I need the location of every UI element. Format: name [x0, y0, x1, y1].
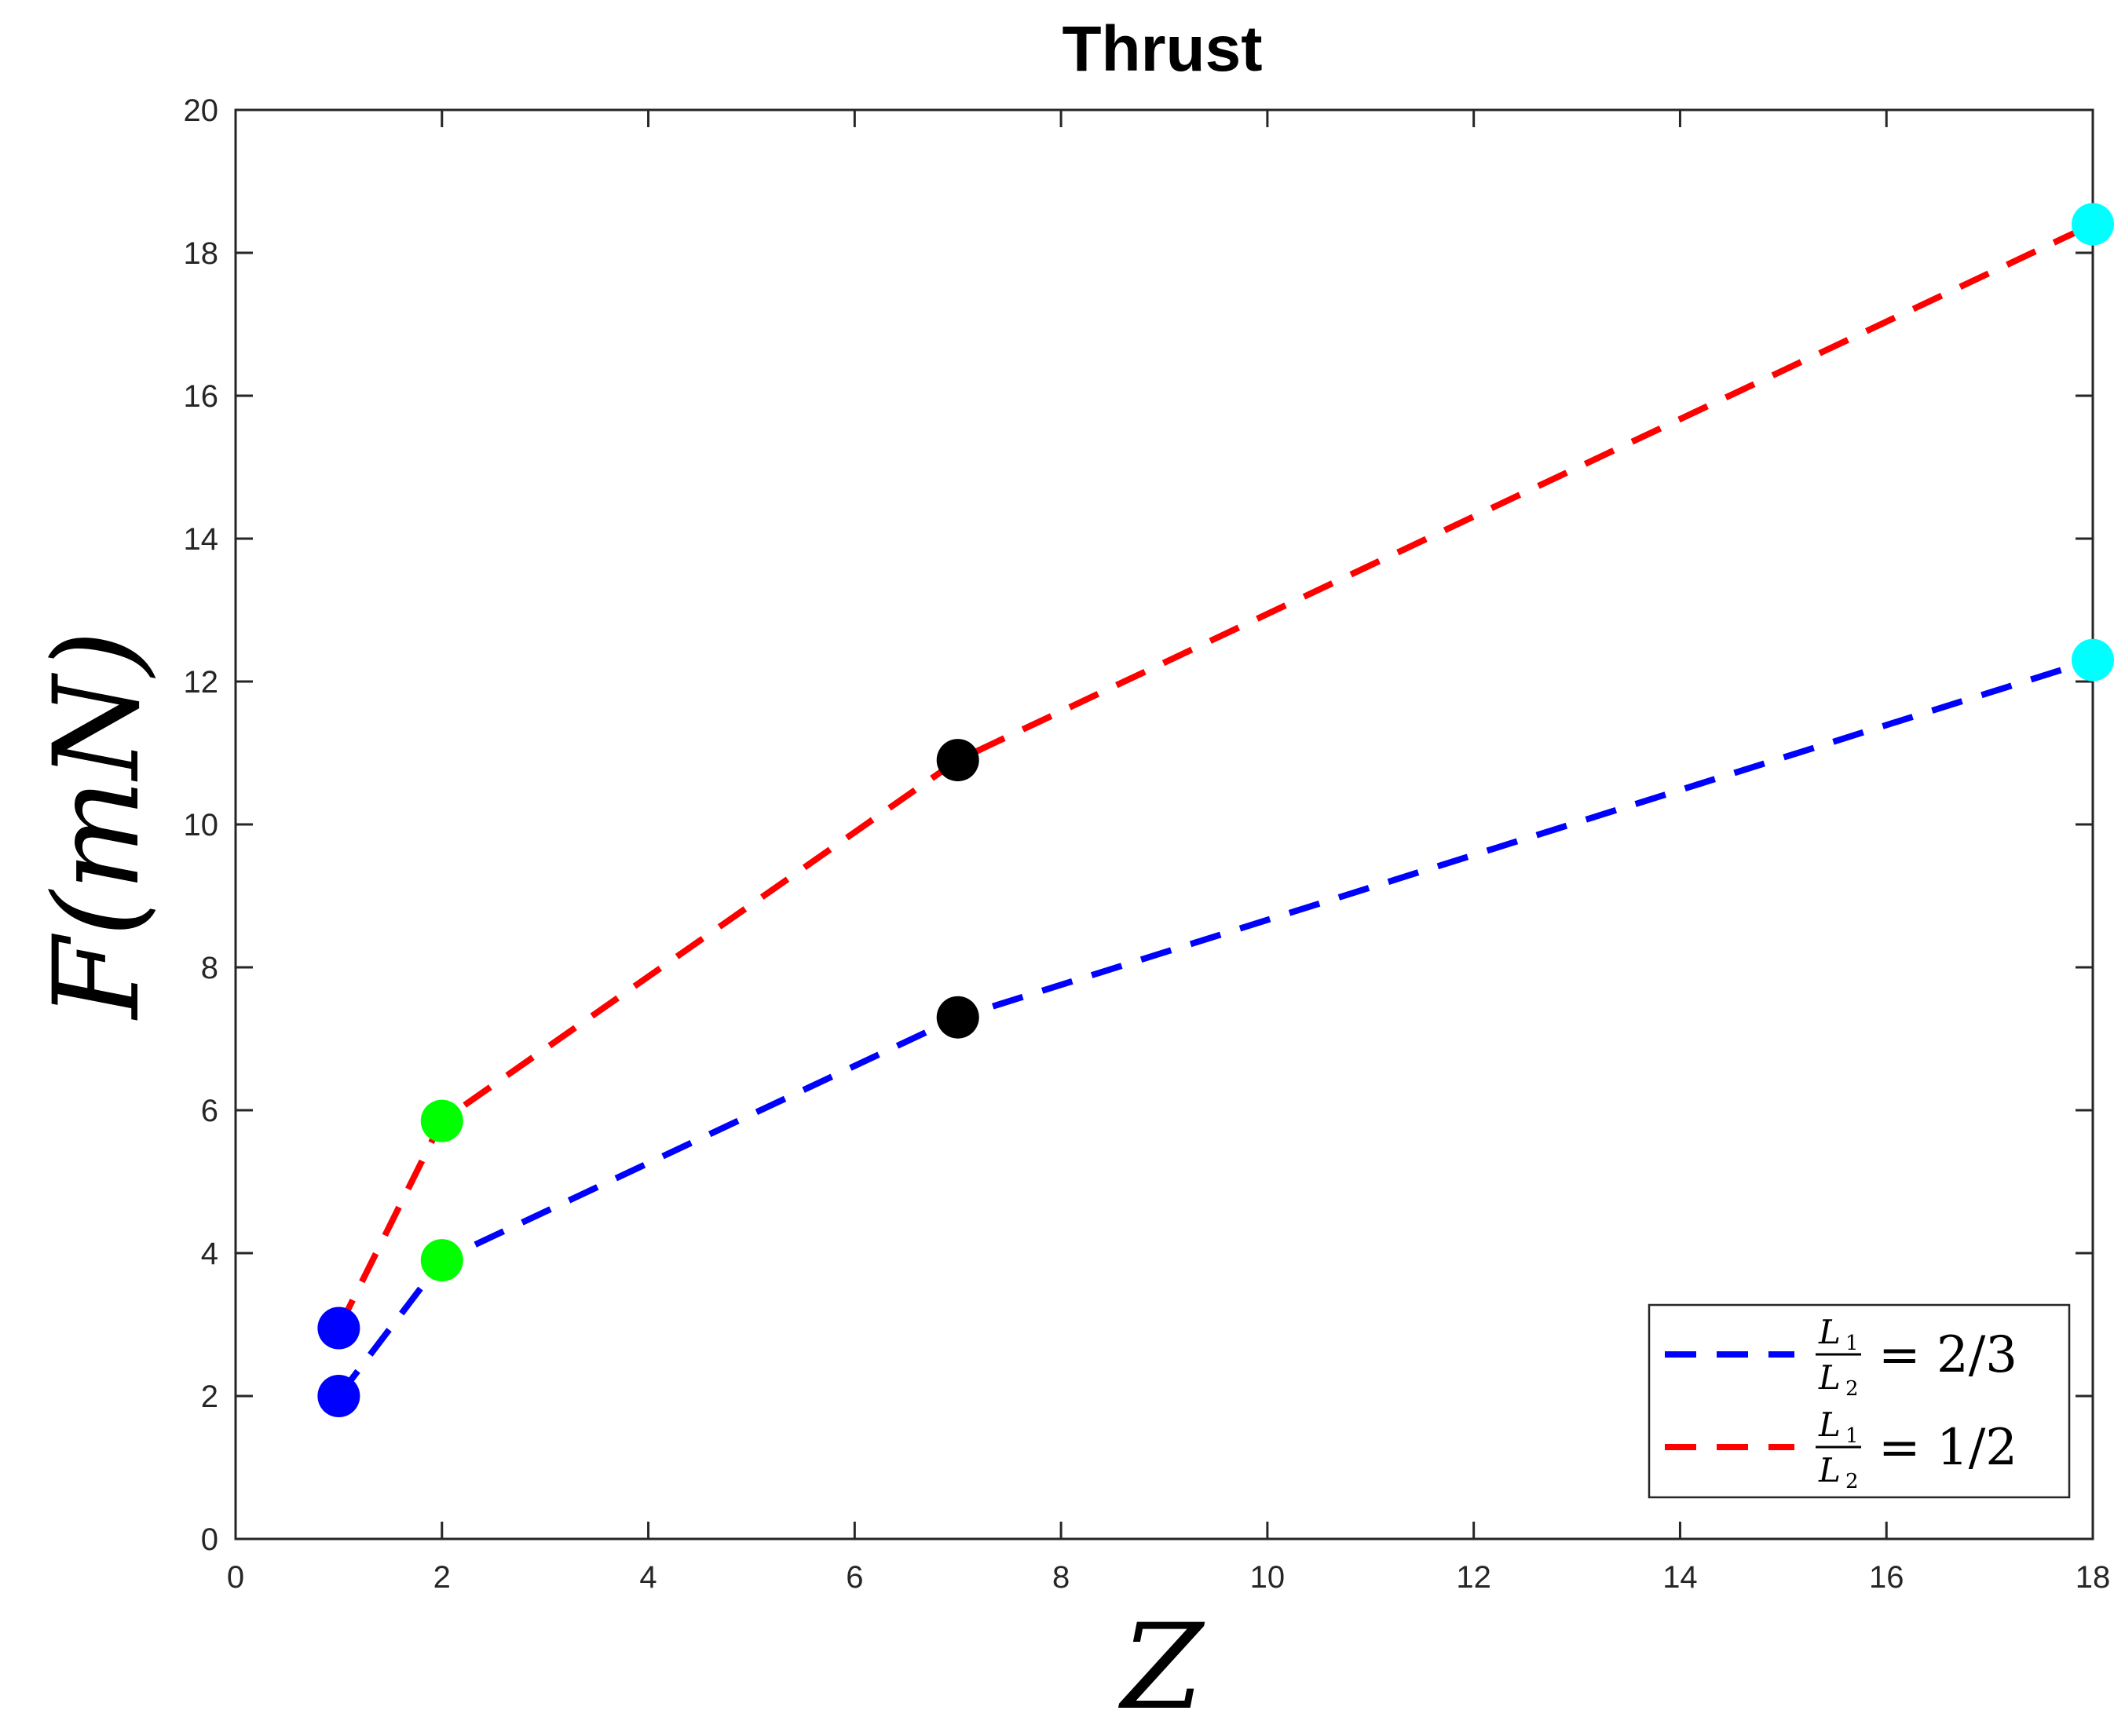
chart-title: Thrust — [1062, 13, 1262, 85]
y-tick-label: 8 — [201, 951, 218, 985]
y-tick-label: 2 — [201, 1380, 218, 1414]
series-line-2 — [335, 221, 2094, 1330]
x-tick-label: 16 — [1869, 1560, 1904, 1595]
data-point-series-2 — [2072, 203, 2114, 246]
legend-fraction-numerator-subscript: 1 — [1845, 1332, 1859, 1355]
y-tick-label: 4 — [201, 1237, 218, 1271]
legend-value: = 2/3 — [1878, 1326, 2017, 1384]
legend-fraction-denominator-subscript: 2 — [1845, 1377, 1859, 1401]
legend-fraction-denominator: L — [1818, 1451, 1841, 1489]
data-point-series-2 — [420, 1099, 463, 1142]
legend-fraction-denominator: L — [1818, 1358, 1841, 1397]
legend-fraction-numerator: L — [1818, 1313, 1841, 1351]
y-tick-label: 18 — [184, 236, 219, 271]
x-axis-label: Z — [1118, 1599, 1205, 1736]
y-axis-label: F(mN) — [29, 630, 166, 1021]
y-tick-label: 14 — [184, 522, 219, 557]
legend-fraction-numerator: L — [1818, 1405, 1841, 1444]
x-tick-label: 4 — [639, 1560, 657, 1595]
x-tick-label: 8 — [1052, 1560, 1070, 1595]
legend-fraction-numerator-subscript: 1 — [1845, 1424, 1859, 1448]
series-lines — [335, 221, 2094, 1398]
data-point-series-1 — [936, 996, 979, 1039]
data-point-series-2 — [936, 739, 979, 782]
data-point-series-1 — [317, 1375, 360, 1417]
y-tick-label: 12 — [184, 665, 219, 700]
x-tick-label: 2 — [433, 1560, 451, 1595]
legend: L 1L 2= 2/3L 1L 2= 1/2 — [1648, 1303, 2071, 1499]
data-point-series-1 — [2072, 638, 2114, 682]
y-tick-label: 10 — [184, 808, 219, 842]
x-tick-label: 10 — [1250, 1560, 1286, 1595]
data-point-series-1 — [420, 1239, 463, 1282]
legend-fraction-denominator-subscript: 2 — [1845, 1470, 1859, 1493]
x-tick-label: 14 — [1662, 1560, 1698, 1595]
x-tick-label: 12 — [1456, 1560, 1491, 1595]
x-tick-label: 18 — [2076, 1560, 2111, 1595]
y-tick-label: 6 — [201, 1094, 218, 1128]
data-point-series-2 — [317, 1307, 360, 1350]
y-tick-label: 20 — [184, 93, 219, 128]
x-tick-label: 6 — [846, 1560, 863, 1595]
y-tick-label: 0 — [201, 1522, 218, 1557]
x-tick-label: 0 — [227, 1560, 244, 1595]
legend-value: = 1/2 — [1878, 1419, 2017, 1477]
legend-box — [1648, 1303, 2071, 1499]
plot-area — [234, 108, 2094, 1540]
data-markers — [317, 203, 2114, 1417]
y-tick-label: 16 — [184, 379, 219, 414]
